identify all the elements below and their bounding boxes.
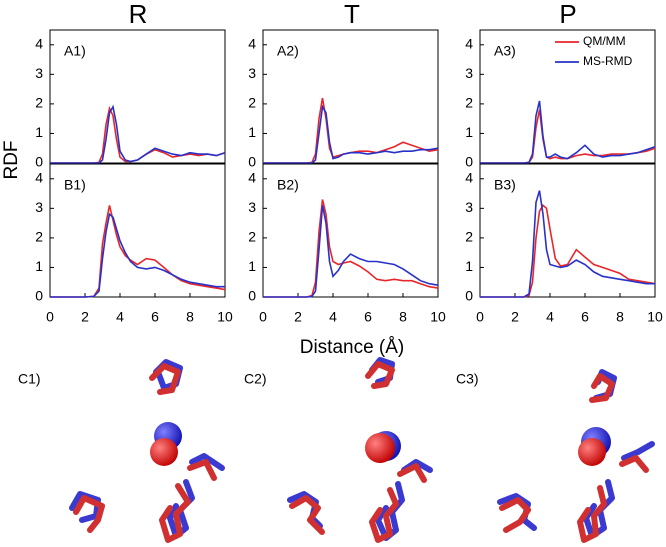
x-tick-label: 8	[616, 309, 624, 325]
x-tick-label: 10	[217, 309, 233, 325]
x-tick-label: 4	[329, 309, 337, 325]
x-tick-label: 10	[647, 309, 663, 325]
rdf-line	[480, 190, 655, 298]
legend-label: MS-RMD	[583, 54, 633, 68]
plot-frame	[479, 29, 656, 164]
y-tick-label: 3	[248, 199, 256, 215]
x-tick-label: 6	[364, 309, 372, 325]
y-tick-label: 1	[465, 258, 473, 274]
y-tick-label: 4	[248, 169, 256, 185]
x-tick-label: 10	[430, 309, 446, 325]
x-tick-label: 2	[294, 309, 302, 325]
y-axis-label: RDF	[1, 140, 22, 179]
x-axis-label: Distance (Å)	[300, 337, 405, 358]
plot-frame	[479, 163, 656, 298]
x-tick-label: 2	[81, 309, 89, 325]
panel-label: A2)	[277, 43, 299, 59]
x-tick-label: 8	[399, 309, 407, 325]
x-tick-label: 6	[151, 309, 159, 325]
rdf-line	[480, 204, 656, 298]
image-label: C2)	[244, 371, 267, 387]
x-tick-label: 0	[476, 309, 484, 325]
y-tick-label: 2	[465, 229, 473, 245]
x-tick-label: 8	[186, 309, 194, 325]
image-label: C1)	[18, 371, 41, 387]
y-tick-label: 3	[35, 199, 43, 215]
plot-frame	[49, 29, 226, 164]
plot-frame	[262, 29, 439, 164]
y-tick-label: 0	[35, 154, 43, 170]
y-tick-label: 2	[35, 95, 43, 111]
x-tick-label: 4	[546, 309, 554, 325]
rdf-line	[480, 109, 656, 164]
column-title: P	[559, 0, 576, 29]
image-label: C3)	[456, 371, 479, 387]
y-tick-label: 4	[35, 169, 43, 185]
rdf-line	[263, 104, 439, 164]
x-tick-label: 0	[259, 309, 267, 325]
panel-label: A1)	[64, 43, 86, 59]
y-tick-label: 1	[35, 258, 43, 274]
y-tick-label: 0	[465, 288, 473, 304]
y-tick-label: 4	[248, 35, 256, 51]
y-tick-label: 4	[465, 35, 473, 51]
x-tick-label: 2	[511, 309, 519, 325]
y-tick-label: 2	[465, 95, 473, 111]
panel-label: B2)	[277, 177, 299, 193]
plot-frame	[49, 163, 226, 298]
x-tick-label: 0	[46, 309, 54, 325]
y-tick-label: 0	[248, 154, 256, 170]
y-tick-label: 3	[465, 199, 473, 215]
column-title: R	[129, 0, 148, 29]
plot-frame	[262, 163, 439, 298]
column-title: T	[344, 0, 360, 29]
y-tick-label: 3	[248, 65, 256, 81]
y-tick-label: 1	[465, 124, 473, 140]
y-tick-label: 1	[35, 124, 43, 140]
y-tick-label: 4	[465, 169, 473, 185]
y-tick-label: 3	[35, 65, 43, 81]
y-tick-label: 0	[35, 288, 43, 304]
molecule-c3	[497, 369, 655, 543]
y-tick-label: 2	[35, 229, 43, 245]
x-tick-label: 6	[581, 309, 589, 325]
y-tick-label: 2	[248, 229, 256, 245]
rdf-line	[480, 100, 656, 164]
y-tick-label: 1	[248, 258, 256, 274]
rdf-line	[50, 104, 226, 164]
y-tick-label: 1	[248, 124, 256, 140]
molecule-c2	[287, 357, 433, 543]
rdf-line	[263, 199, 439, 298]
panel-label: B1)	[64, 177, 86, 193]
rdf-line	[263, 205, 439, 298]
legend-label: QM/MM	[583, 34, 626, 48]
y-tick-label: 0	[248, 288, 256, 304]
y-tick-label: 3	[465, 65, 473, 81]
panel-label: A3)	[494, 43, 516, 59]
molecule-c1	[69, 359, 225, 543]
y-tick-label: 2	[248, 95, 256, 111]
rdf-line	[50, 212, 225, 298]
panel-label: B3)	[494, 177, 516, 193]
y-tick-label: 0	[465, 154, 473, 170]
y-tick-label: 4	[35, 35, 43, 51]
x-tick-label: 4	[116, 309, 124, 325]
